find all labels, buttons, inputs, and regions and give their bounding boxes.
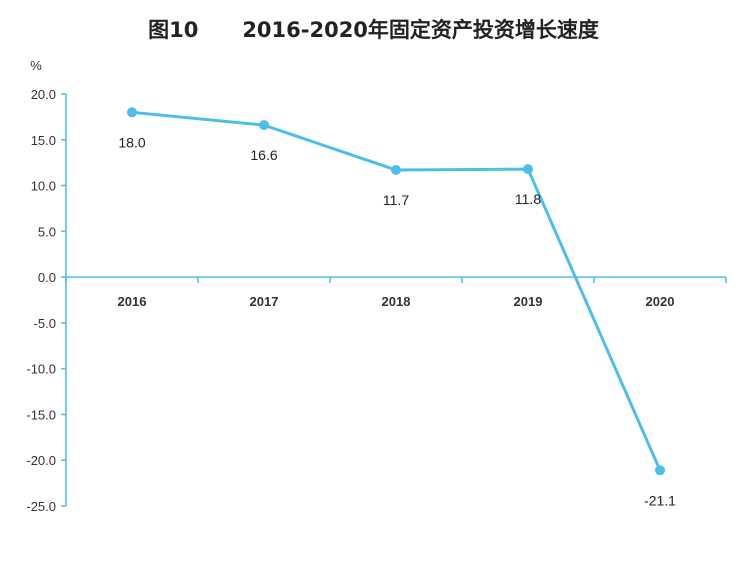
data-labels: 18.0 16.6 11.7 11.8 -21.1	[118, 134, 676, 508]
data-label: 18.0	[118, 134, 145, 150]
data-point-marker	[259, 120, 269, 131]
data-label: -21.1	[644, 492, 676, 508]
figure-number: 图10	[148, 18, 199, 42]
y-tick-label: 20.0	[31, 87, 56, 102]
y-tick-label: -10.0	[26, 362, 56, 377]
data-point-marker	[127, 107, 137, 118]
y-tick-label: 5.0	[38, 224, 56, 239]
x-category-label: 2017	[250, 294, 279, 309]
y-tick-label: -15.0	[26, 407, 56, 422]
x-axis: 2016 2017 2018 2019 2020	[65, 276, 727, 309]
y-tick-label: 0.0	[38, 270, 56, 285]
data-point-marker	[391, 164, 401, 175]
y-tick-label: -25.0	[26, 499, 56, 514]
y-axis-unit-label: %	[30, 58, 42, 73]
data-label: 11.7	[383, 192, 409, 208]
chart-title-text: 2016-2020年固定资产投资增长速度	[242, 18, 599, 42]
y-tick-label: -20.0	[26, 453, 56, 468]
x-category-label: 2016	[118, 294, 147, 309]
series-line-group	[127, 107, 665, 476]
data-point-marker	[523, 164, 533, 175]
y-tick-label: 10.0	[31, 179, 56, 194]
y-tick-label: 15.0	[31, 133, 56, 148]
x-category-label: 2020	[646, 294, 675, 309]
data-point-marker	[655, 465, 665, 476]
chart-title: 图10 2016-2020年固定资产投资增长速度	[0, 14, 747, 44]
y-tick-label: -5.0	[34, 316, 56, 331]
data-label: 16.6	[250, 147, 277, 163]
x-category-label: 2019	[514, 294, 543, 309]
x-category-label: 2018	[382, 294, 411, 309]
y-axis: 20.0 15.0 10.0 5.0 0.0 -5.0 -10.0 -15.0 -20.0 -25…	[26, 87, 67, 514]
data-label: 11.8	[515, 191, 541, 207]
